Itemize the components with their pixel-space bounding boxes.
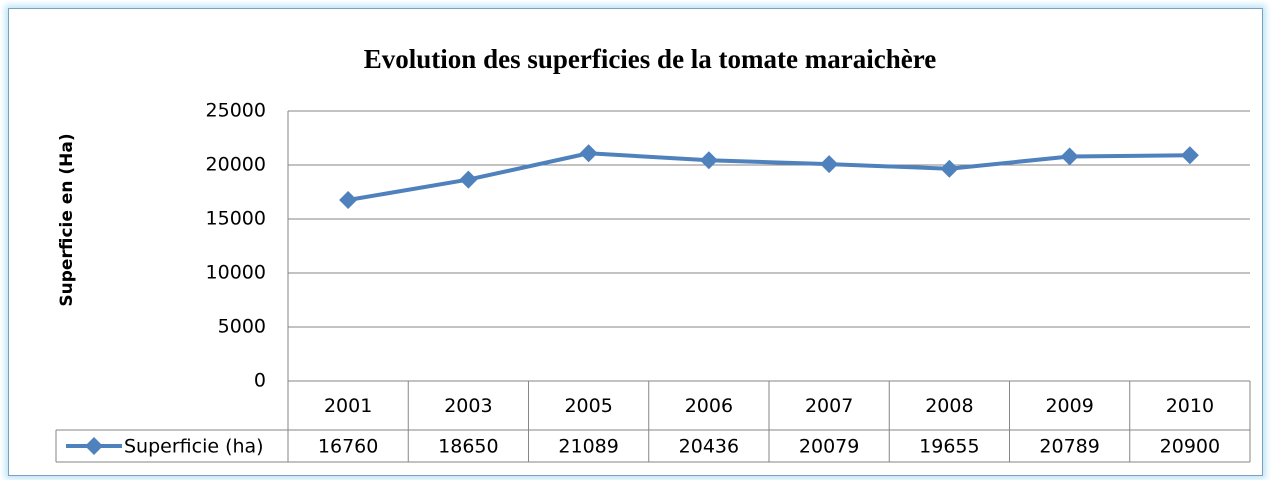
chart-frame	[8, 8, 1263, 476]
marker	[1060, 147, 1079, 166]
x-tick-label: 2007	[805, 395, 853, 417]
table-value: 20900	[1160, 436, 1220, 458]
x-tick-label: 2006	[685, 395, 733, 417]
marker	[820, 155, 839, 174]
marker	[339, 190, 358, 209]
marker	[699, 151, 718, 170]
table-value: 20079	[799, 436, 859, 458]
y-tick-label: 25000	[206, 100, 266, 122]
x-tick-label: 2009	[1045, 395, 1093, 417]
x-tick-label: 2001	[324, 395, 372, 417]
table-value: 16760	[318, 436, 378, 458]
table-value: 20789	[1039, 436, 1099, 458]
table-value: 21089	[558, 436, 618, 458]
marker	[579, 144, 598, 163]
legend-key-marker	[85, 437, 103, 455]
y-tick-label: 0	[254, 370, 266, 392]
x-tick-label: 2008	[925, 395, 973, 417]
y-tick-label: 15000	[206, 208, 266, 230]
y-tick-label: 5000	[218, 316, 266, 338]
y-axis-title: Superficie en (Ha)	[57, 133, 77, 306]
marker	[1180, 146, 1199, 165]
marker	[459, 170, 478, 189]
x-tick-label: 2010	[1166, 395, 1214, 417]
x-tick-label: 2005	[564, 395, 612, 417]
y-tick-label: 10000	[206, 262, 266, 284]
marker	[940, 159, 959, 178]
series-line	[347, 151, 1190, 202]
x-tick-label: 2003	[444, 395, 492, 417]
table-value: 19655	[919, 436, 979, 458]
table-value: 20436	[679, 436, 739, 458]
y-tick-label: 20000	[206, 154, 266, 176]
chart-title: Evolution des superficies de la tomate m…	[364, 44, 936, 74]
table-value: 18650	[438, 436, 498, 458]
legend-label: Superficie (ha)	[124, 436, 264, 458]
